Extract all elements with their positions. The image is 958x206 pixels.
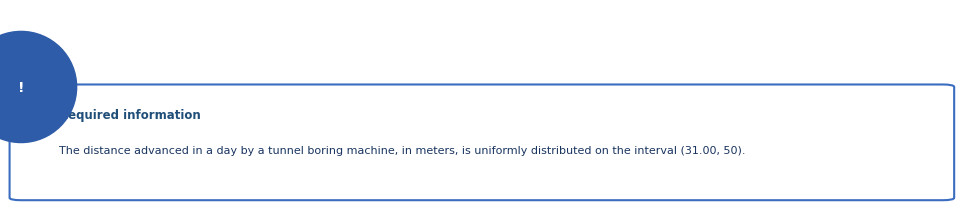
- Text: !: !: [18, 81, 24, 95]
- Text: Required information: Required information: [59, 108, 201, 121]
- Ellipse shape: [0, 32, 77, 143]
- Text: The distance advanced in a day by a tunnel boring machine, in meters, is uniform: The distance advanced in a day by a tunn…: [59, 145, 746, 155]
- FancyBboxPatch shape: [10, 85, 954, 200]
